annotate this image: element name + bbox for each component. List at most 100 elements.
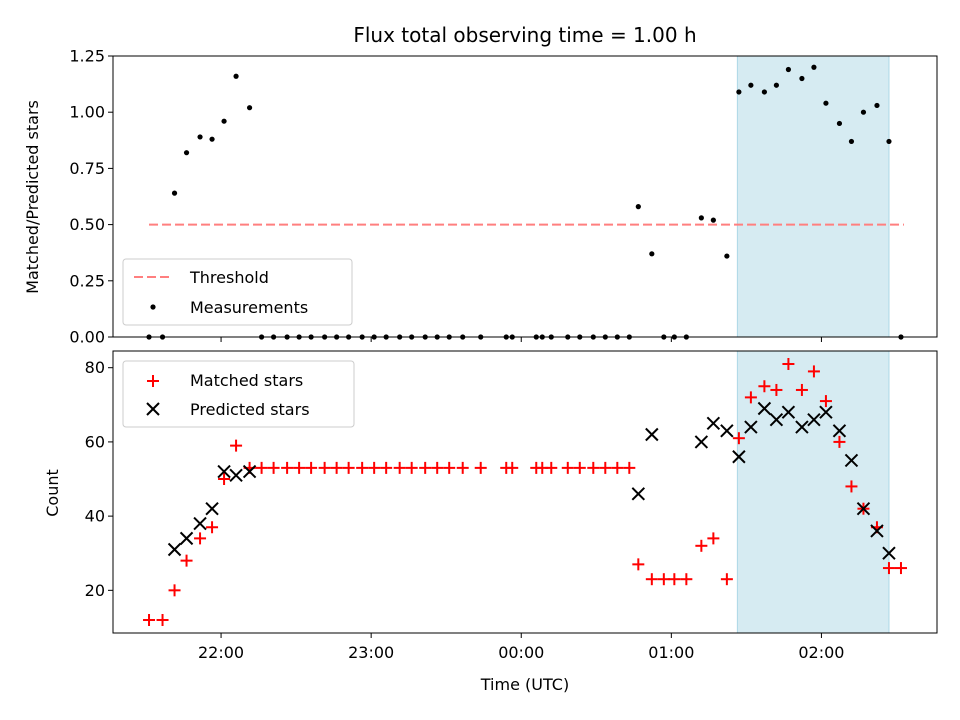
predicted-star-point <box>870 524 884 538</box>
measurement-point <box>209 136 215 142</box>
y-tick-label: 0.00 <box>69 328 105 347</box>
measurement-point <box>736 89 742 95</box>
measurement-point <box>698 215 704 221</box>
measurement-point <box>724 253 730 259</box>
matched-star-point <box>356 461 369 474</box>
predicted-star-point <box>217 464 231 479</box>
marker-stroke <box>706 416 721 431</box>
matched-star-point <box>206 521 219 534</box>
predicted-star-point <box>795 420 809 434</box>
matched-star-point <box>720 573 733 586</box>
count-panel: 20 40 60 80 22:00 23:00 00:00 01:00 02:00 Time … <box>43 350 938 694</box>
matched-star-point <box>668 573 681 586</box>
predicted-star-point <box>807 412 821 427</box>
measurement-point <box>811 64 817 70</box>
predicted-star-point <box>167 542 182 557</box>
measurement-point <box>836 120 843 127</box>
y-tick-label: 0.50 <box>69 215 105 234</box>
matched-star-point <box>330 461 343 474</box>
legend-measurements-swatch <box>150 304 156 310</box>
predicted-star-point <box>242 464 257 479</box>
predicted-star-point <box>645 427 659 442</box>
y-tick-label: 60 <box>85 432 105 451</box>
matched-star-point <box>645 573 658 586</box>
predicted-star-point <box>193 516 207 531</box>
legend-matched-swatch <box>147 375 159 387</box>
measurement-point <box>710 217 716 223</box>
top-y-ticks: 0.00 0.25 0.50 0.75 1.00 1.25 <box>69 47 113 347</box>
measurement-point <box>799 75 805 82</box>
matched-star-point <box>156 614 169 627</box>
y-tick-label: 40 <box>85 507 105 526</box>
y-tick-label: 0.25 <box>69 271 105 290</box>
measurement-point <box>748 82 754 88</box>
predicted-star-point <box>769 412 784 427</box>
predicted-star-point <box>882 546 896 560</box>
chart-title: Flux total observing time = 1.00 h <box>353 23 696 47</box>
matched-star-point <box>770 383 783 396</box>
matched-star-point <box>474 461 487 474</box>
matched-star-point <box>732 432 745 445</box>
bottom-axes-frame <box>112 350 938 634</box>
measurement-point <box>183 150 190 156</box>
marker-stroke <box>732 450 746 464</box>
count-markers <box>143 357 907 627</box>
matched-star-point <box>782 357 795 370</box>
x-tick-label: 23:00 <box>348 643 394 662</box>
predicted-star-point <box>819 405 833 419</box>
measurement-point <box>848 138 855 145</box>
matched-star-point <box>695 539 708 552</box>
matched-star-point <box>506 461 519 474</box>
marker-stroke <box>870 524 884 538</box>
matched-star-point <box>180 554 193 567</box>
measurement-point <box>886 138 892 145</box>
matched-star-point <box>293 461 306 474</box>
matched-star-point <box>230 439 243 452</box>
predicted-star-point <box>844 453 859 468</box>
legend-predicted-label: Predicted stars <box>190 400 310 419</box>
marker-stroke <box>720 424 734 438</box>
x-tick-label: 00:00 <box>498 643 544 662</box>
marker-stroke <box>217 464 231 479</box>
y-tick-label: 0.75 <box>69 159 105 178</box>
marker-stroke <box>757 401 772 416</box>
marker-stroke <box>242 464 257 479</box>
measurement-point <box>773 82 780 88</box>
matched-star-point <box>657 573 670 586</box>
predicted-star-point <box>205 501 219 516</box>
marker-stroke <box>781 405 796 419</box>
matched-star-point <box>218 473 231 486</box>
marker-stroke <box>229 468 243 483</box>
legend-predicted-swatch <box>146 402 160 416</box>
measurement-point <box>246 105 253 111</box>
matched-star-point <box>623 461 636 474</box>
matched-star-point <box>419 461 432 474</box>
marker-stroke <box>205 501 219 516</box>
matched-star-point <box>561 461 574 474</box>
ratio-panel: 0.00 0.25 0.50 0.75 1.00 1.25 Flux total obse… <box>23 23 938 347</box>
marker-stroke <box>193 516 207 531</box>
matched-star-point <box>443 461 456 474</box>
shaded-time-span <box>736 350 890 634</box>
bottom-legend: Matched stars Predicted stars <box>122 360 355 428</box>
matched-star-point <box>599 461 612 474</box>
marker-stroke <box>882 546 896 560</box>
marker-stroke <box>769 412 784 427</box>
matched-star-point <box>807 365 820 378</box>
matched-star-point <box>707 532 720 545</box>
bottom-x-ticks: 22:00 23:00 00:00 01:00 02:00 <box>198 633 844 662</box>
matched-star-point <box>456 461 469 474</box>
marker-stroke <box>844 453 859 468</box>
measurement-point <box>233 73 239 79</box>
measurement-point <box>635 204 641 210</box>
top-axes-frame <box>112 55 938 338</box>
top-x-ticks <box>220 337 822 342</box>
marker-stroke <box>832 424 847 438</box>
x-axis-label: Time (UTC) <box>480 675 569 694</box>
marker-stroke <box>856 501 871 516</box>
y-tick-label: 20 <box>85 581 105 600</box>
predicted-star-point <box>744 420 758 434</box>
x-tick-label: 22:00 <box>198 643 244 662</box>
predicted-star-point <box>856 501 871 516</box>
